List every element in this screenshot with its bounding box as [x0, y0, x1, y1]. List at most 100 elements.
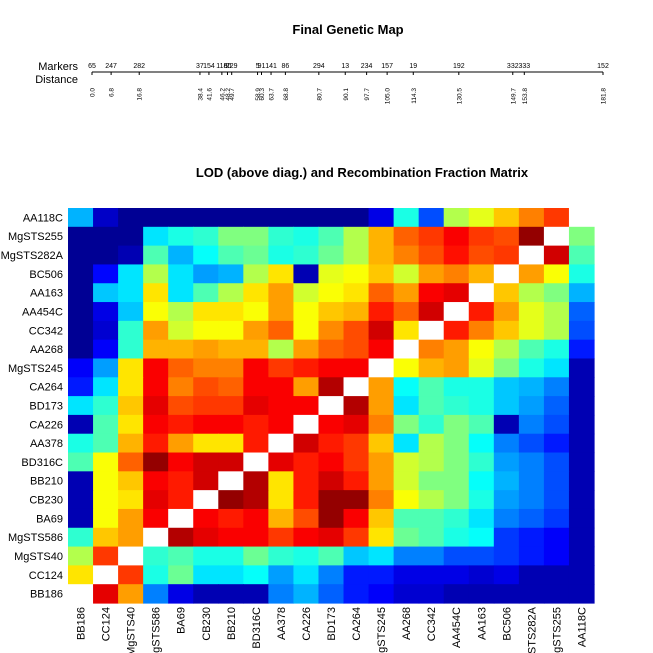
heatmap-cell — [243, 396, 269, 416]
heatmap-cell — [443, 414, 470, 435]
genetic-map-title: Final Genetic Map — [292, 22, 403, 37]
heatmap-cell — [443, 508, 470, 529]
heatmap-cell — [268, 414, 295, 435]
heatmap-cell — [193, 226, 219, 247]
diagonal-cell — [443, 302, 470, 322]
heatmap-cell — [243, 226, 269, 247]
heatmap-cell — [168, 471, 194, 491]
heatmap-cell — [368, 264, 395, 284]
heatmap-cell — [243, 508, 269, 529]
heatmap-cell — [318, 283, 345, 303]
heatmap-cell — [443, 245, 470, 266]
heatmap-cell — [493, 358, 520, 378]
marker-label: 229 — [226, 63, 238, 70]
heatmap-cell — [393, 508, 420, 529]
heatmap-cell — [318, 433, 345, 454]
diagonal-cell — [93, 565, 119, 585]
heatmap-cell — [68, 452, 94, 472]
heatmap-cell — [68, 283, 94, 303]
heatmap-cell — [568, 283, 595, 303]
heatmap-cell — [418, 377, 445, 397]
heatmap-cell — [518, 546, 545, 566]
heatmap-cell — [318, 320, 345, 341]
distance-label: 97.7 — [364, 88, 371, 101]
heatmap-cell — [493, 584, 520, 604]
heatmap-cell — [93, 414, 119, 435]
heatmap-cell — [343, 414, 370, 435]
marker-label: 157 — [381, 63, 393, 70]
heatmap-cell — [93, 433, 119, 454]
heatmap-cell — [93, 546, 119, 566]
heatmap-cell — [393, 208, 420, 228]
heatmap-cell — [543, 471, 570, 491]
heatmap-cell — [318, 414, 345, 435]
diagonal-cell — [393, 339, 420, 360]
heatmap-cell — [168, 546, 194, 566]
heatmap-cell — [243, 264, 269, 284]
heatmap-cell — [293, 508, 320, 529]
heatmap-cell — [468, 245, 495, 266]
heatmap-cell — [443, 565, 470, 585]
heatmap-cell — [568, 358, 595, 378]
heatmap-cell — [143, 283, 169, 303]
heatmap-cell — [143, 508, 169, 529]
heatmap-cell — [568, 339, 595, 360]
heatmap-cell — [568, 508, 595, 529]
diagonal-cell — [218, 471, 244, 491]
heatmap-cell — [418, 565, 445, 585]
diagonal-cell — [418, 320, 445, 341]
heatmap-cell — [393, 527, 420, 548]
heatmap-cell — [293, 339, 320, 360]
heatmap-panel: LOD (above diag.) and Recombination Frac… — [1, 165, 595, 653]
heatmap-cell — [218, 283, 244, 303]
heatmap-cell — [393, 226, 420, 247]
heatmap-cell — [68, 339, 94, 360]
distance-label: 16.8 — [137, 88, 144, 101]
row-label: MgSTS245 — [8, 363, 63, 375]
heatmap-cell — [418, 245, 445, 266]
heatmap-cell — [443, 490, 470, 510]
heatmap-cell — [318, 527, 345, 548]
heatmap-cell — [493, 208, 520, 228]
heatmap-cell — [318, 565, 345, 585]
heatmap-cell — [468, 527, 495, 548]
heatmap-cell — [68, 471, 94, 491]
heatmap-cell — [318, 452, 345, 472]
heatmap-cell — [143, 414, 169, 435]
marker-label: 247 — [105, 63, 117, 70]
heatmap-cell — [418, 546, 445, 566]
row-label: BB210 — [30, 476, 63, 488]
diagonal-cell — [243, 452, 269, 472]
heatmap-cell — [218, 302, 244, 322]
row-label: BC506 — [29, 269, 63, 281]
heatmap-cell — [418, 508, 445, 529]
heatmap-cell — [493, 339, 520, 360]
heatmap-cell — [218, 320, 244, 341]
diagonal-cell — [168, 508, 194, 529]
column-label: AA118C — [576, 607, 588, 647]
heatmap-cell — [168, 452, 194, 472]
heatmap-cell — [118, 245, 144, 266]
heatmap-cell — [468, 302, 495, 322]
heatmap-cell — [318, 245, 345, 266]
heatmap-cell — [518, 320, 545, 341]
row-label: AA268 — [30, 344, 63, 356]
heatmap-cell — [93, 358, 119, 378]
heatmap-cell — [318, 226, 345, 247]
heatmap-cell — [393, 396, 420, 416]
distance-label: 60.3 — [259, 88, 266, 101]
heatmap-cell — [193, 471, 219, 491]
column-label: CC342 — [426, 607, 438, 641]
heatmap-cell — [293, 320, 320, 341]
heatmap-cell — [518, 396, 545, 416]
heatmap-cell — [118, 508, 144, 529]
column-label: BA69 — [176, 607, 188, 634]
heatmap-cell — [118, 358, 144, 378]
heatmap-cell — [293, 396, 320, 416]
marker-label: 333 — [518, 63, 530, 70]
heatmap-cell — [343, 320, 370, 341]
distance-label: 41.6 — [206, 88, 213, 101]
heatmap-cell — [418, 414, 445, 435]
heatmap-cell — [218, 339, 244, 360]
